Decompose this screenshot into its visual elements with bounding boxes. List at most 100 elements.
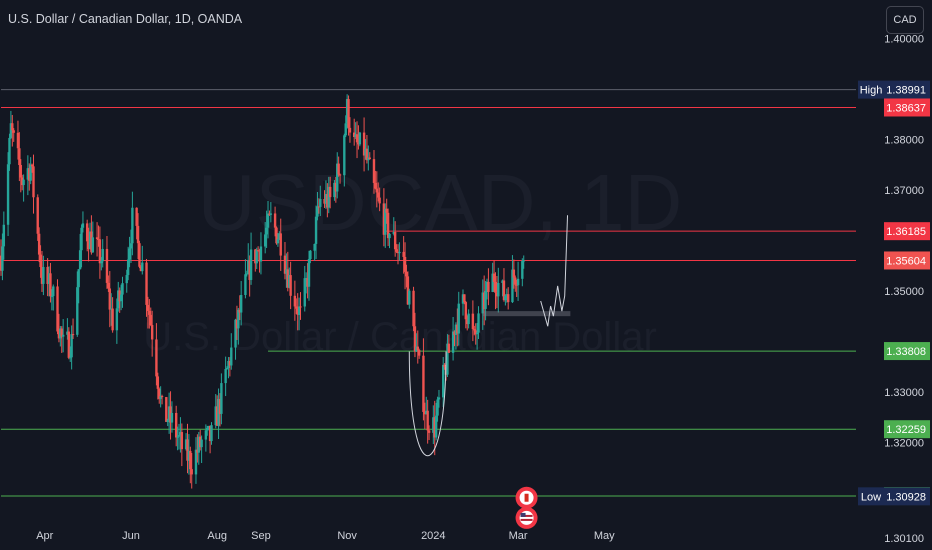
- candle-body: [184, 439, 188, 450]
- candle-body: [286, 269, 289, 288]
- candle-body: [333, 182, 336, 198]
- candle-body: [158, 388, 161, 399]
- candle-body: [245, 273, 249, 275]
- candle-body: [26, 168, 30, 180]
- candle-body: [454, 324, 458, 335]
- candle-body: [326, 193, 329, 208]
- candle-body: [57, 331, 61, 339]
- candle-body: [214, 406, 217, 426]
- candle-body: [12, 130, 15, 133]
- candle-body: [344, 123, 347, 136]
- candle-body: [522, 260, 525, 262]
- resistance-price-value: 1.36185: [886, 226, 926, 238]
- candle-body: [111, 308, 114, 331]
- candle-body: [167, 406, 171, 421]
- candle-body: [206, 427, 209, 431]
- candle-body: [382, 203, 386, 235]
- candle-body: [109, 308, 113, 310]
- currency-button[interactable]: CAD: [886, 6, 924, 34]
- candle-body: [49, 273, 52, 297]
- candle-body: [474, 330, 477, 335]
- candle-body: [169, 406, 172, 423]
- candle-body: [358, 132, 362, 145]
- candle-body: [295, 306, 298, 309]
- candle-body: [314, 216, 318, 244]
- candle-body: [466, 319, 469, 325]
- y-tick-label: 1.35000: [884, 286, 924, 298]
- candle-body: [190, 469, 193, 475]
- candle-body: [174, 412, 178, 438]
- candle-body: [6, 164, 10, 225]
- candle-body: [156, 376, 160, 389]
- candle-body: [119, 294, 123, 302]
- candle-body: [377, 192, 380, 198]
- consolidation-zone: [482, 311, 571, 317]
- candle-body: [354, 134, 357, 137]
- candle-body: [117, 290, 120, 309]
- time-axis[interactable]: Apr Jun Aug Sep Nov 2024 Mar May: [36, 530, 615, 542]
- candle-body: [451, 331, 455, 353]
- candle-body: [131, 207, 134, 244]
- candle-body: [32, 166, 35, 198]
- candle-body: [289, 275, 292, 296]
- low-label-tag: [858, 487, 884, 506]
- candle-body: [396, 251, 400, 254]
- candle-body: [138, 243, 141, 267]
- candle-body: [368, 157, 371, 160]
- candle-body: [408, 290, 411, 305]
- candle-body: [494, 281, 497, 293]
- candle-body: [28, 168, 31, 181]
- candle-body: [385, 208, 388, 213]
- candle-body: [501, 280, 504, 284]
- candle-body: [9, 123, 13, 138]
- candle-body: [11, 123, 14, 131]
- candle-body: [39, 254, 42, 268]
- y-tick-label: 1.38000: [884, 135, 924, 147]
- candle-body: [20, 177, 24, 186]
- candle-body: [88, 231, 92, 250]
- candle-body: [395, 249, 398, 252]
- chart-title: U.S. Dollar / Canadian Dollar, 1D, OANDA: [8, 12, 243, 26]
- candle-body: [463, 294, 466, 303]
- x-tick-label: May: [594, 530, 615, 542]
- candle-body: [187, 450, 191, 461]
- candle-body: [217, 398, 220, 426]
- candle-body: [433, 417, 436, 438]
- candle-body: [417, 350, 421, 356]
- candle-body: [336, 163, 339, 192]
- horizontal-levels: [1, 89, 856, 497]
- candle-body: [432, 417, 435, 433]
- candle-body: [393, 231, 397, 250]
- candle-body: [220, 383, 223, 414]
- candle-body: [234, 319, 237, 348]
- candle-body: [129, 243, 133, 249]
- candle-body: [78, 250, 82, 270]
- high-label-tag: [858, 80, 884, 99]
- y-tick-label: 1.37000: [884, 185, 924, 197]
- candle-body: [514, 277, 517, 285]
- candle-body: [254, 249, 257, 264]
- candle-body: [255, 250, 258, 264]
- candle-body: [66, 331, 69, 335]
- candle-body: [1, 246, 4, 271]
- candle-body: [506, 294, 510, 303]
- candle-body: [353, 132, 356, 137]
- candle-body: [256, 250, 260, 252]
- candle-body: [372, 159, 376, 183]
- candle-body: [304, 278, 308, 280]
- candle-body: [269, 213, 273, 215]
- resistance-price-value: 1.38637: [886, 102, 926, 114]
- candle-body: [80, 227, 83, 251]
- candle-body: [492, 273, 496, 282]
- support-price-label: [884, 342, 930, 361]
- candle-body: [2, 224, 6, 247]
- candle-body: [319, 198, 322, 207]
- candle-body: [52, 286, 55, 297]
- flag-stripe: [520, 514, 533, 517]
- candle-body: [427, 430, 431, 433]
- price-axis[interactable]: 1.40000 1.38000 1.37000 1.35000 1.33000 1.320…: [884, 34, 924, 545]
- candle-body: [437, 397, 441, 400]
- candle-body: [146, 304, 150, 311]
